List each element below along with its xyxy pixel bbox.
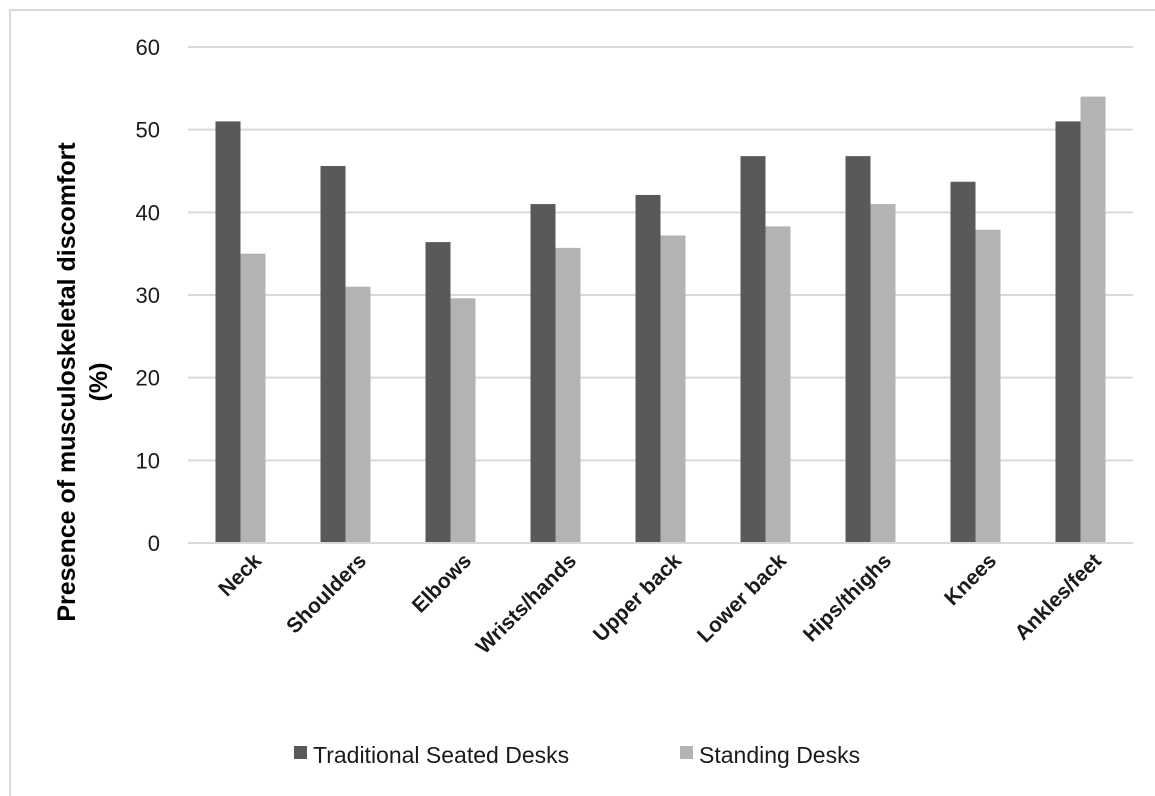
y-axis-ticks: 0 10 20 30 40 50 60 bbox=[136, 35, 160, 556]
y-tick-label: 20 bbox=[136, 366, 160, 391]
y-tick-label: 0 bbox=[148, 531, 160, 556]
x-category-label: Wrists/hands bbox=[472, 549, 581, 658]
y-tick-label: 50 bbox=[136, 118, 160, 143]
y-tick-label: 60 bbox=[136, 35, 160, 60]
x-category-label: Hips/thighs bbox=[799, 549, 896, 646]
x-category-label: Knees bbox=[940, 549, 1001, 610]
bar-standing-neck bbox=[240, 253, 266, 543]
bar-standing-ankles-feet bbox=[1080, 96, 1106, 543]
legend-swatch bbox=[680, 746, 693, 759]
x-category-label: Neck bbox=[214, 549, 266, 601]
y-tick-label: 10 bbox=[136, 448, 160, 473]
x-category-label: Upper back bbox=[589, 549, 686, 646]
legend-swatch bbox=[294, 746, 307, 759]
bar-seated-upper-back bbox=[635, 194, 661, 543]
bar-seated-knees bbox=[950, 181, 976, 543]
x-category-label: Ankles/feet bbox=[1011, 549, 1106, 644]
bar-seated-lower-back bbox=[740, 156, 766, 543]
bar-seated-ankles-feet bbox=[1055, 121, 1081, 544]
bar-seated-wrists-hands bbox=[530, 204, 556, 544]
y-axis-title-line-2: (%) bbox=[85, 363, 113, 402]
bar-seated-hips-thighs bbox=[845, 156, 871, 543]
y-tick-label: 30 bbox=[136, 283, 160, 308]
x-category-label: Lower back bbox=[693, 549, 791, 647]
y-tick-label: 40 bbox=[136, 200, 160, 225]
bar-standing-shoulders bbox=[345, 286, 371, 543]
bar-seated-neck bbox=[215, 121, 241, 544]
bar-standing-elbows bbox=[450, 298, 476, 543]
bar-standing-wrists-hands bbox=[555, 247, 581, 543]
x-category-label: Elbows bbox=[408, 549, 476, 617]
bar-standing-upper-back bbox=[660, 235, 686, 544]
x-category-label: Shoulders bbox=[282, 549, 371, 638]
y-axis-title-line-1: Presence of musculoskeletal discomfort bbox=[53, 142, 81, 622]
bar-standing-hips-thighs bbox=[870, 204, 896, 544]
bars bbox=[215, 96, 1106, 544]
bar-seated-shoulders bbox=[320, 166, 346, 544]
bar-standing-knees bbox=[975, 229, 1001, 543]
legend: Traditional Seated Desks Standing Desks bbox=[294, 742, 860, 768]
legend-label: Standing Desks bbox=[699, 742, 860, 768]
legend-label: Traditional Seated Desks bbox=[313, 742, 569, 768]
bar-seated-elbows bbox=[425, 242, 451, 544]
bar-standing-lower-back bbox=[765, 226, 791, 544]
y-axis-title: Presence of musculoskeletal discomfort (… bbox=[53, 142, 113, 622]
